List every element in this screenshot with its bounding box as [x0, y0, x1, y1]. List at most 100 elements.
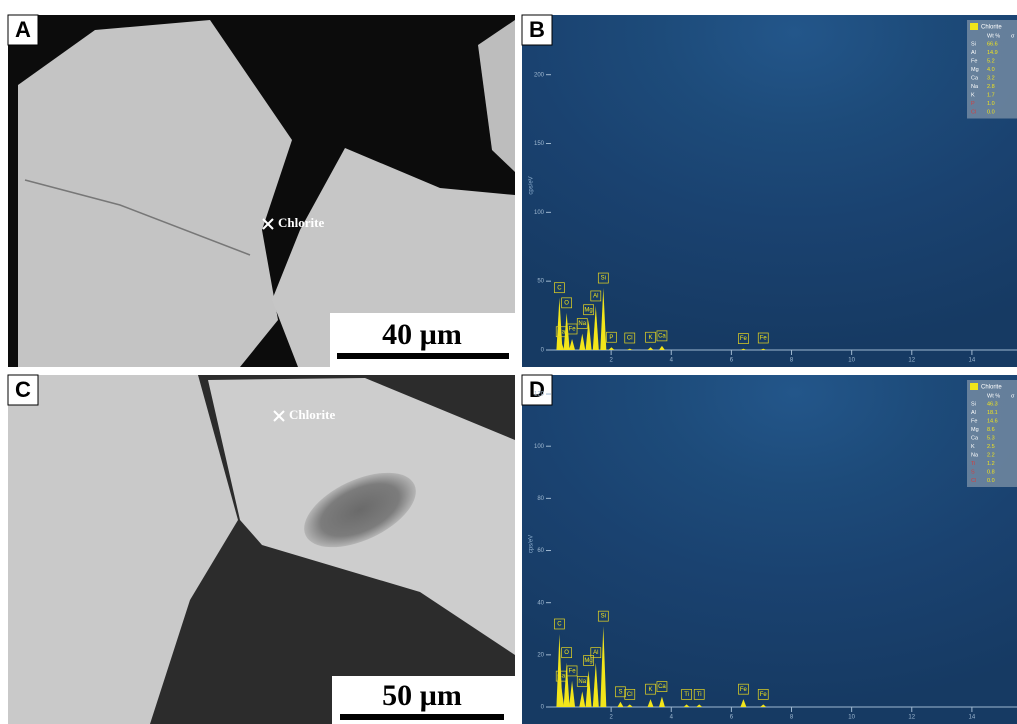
y-tick-label: 150 [534, 141, 545, 147]
peak-label: O [564, 650, 569, 656]
figure: Chlorite Chlorite 40 µm 50 µm ABcps/eV05… [0, 0, 1017, 724]
y-tick-label: 200 [534, 72, 545, 78]
y-tick-label: 100 [534, 210, 545, 216]
x-tick-label: 12 [908, 358, 915, 364]
peak-label: Fe [740, 336, 748, 342]
y-tick-label: 50 [537, 279, 544, 285]
legend-element: Ti [971, 461, 975, 467]
peak-label: Ca [658, 684, 666, 690]
legend-value: 66.6 [987, 41, 998, 47]
peak-label: P [609, 335, 613, 341]
scale-bar [337, 353, 509, 359]
legend-value: 0.8 [987, 469, 995, 475]
legend-element: Al [971, 50, 976, 56]
peak-label: Ca [658, 333, 666, 339]
peak-label: Fe [740, 687, 748, 693]
y-tick-label: 120 [534, 392, 545, 398]
legend-element: Na [971, 452, 979, 458]
legend-value: 2.8 [987, 84, 995, 90]
legend-element: Mg [971, 427, 979, 433]
legend-element: Fe [971, 418, 977, 424]
legend-title: Chlorite [981, 385, 1002, 391]
peak-label: S [618, 689, 622, 695]
legend-value: 2.2 [987, 452, 995, 458]
x-tick-label: 12 [908, 715, 915, 721]
y-axis-label: cps/eV [529, 176, 535, 194]
peak-label: C [557, 285, 562, 291]
legend-value: 0.0 [987, 109, 995, 115]
legend-element: Fe [971, 58, 977, 64]
panel-label: D [529, 377, 545, 402]
legend-element: K [971, 444, 975, 450]
legend-value: 8.6 [987, 427, 995, 433]
peak-label: K [649, 687, 653, 693]
x-tick-label: 14 [969, 715, 976, 721]
legend-element: Ca [971, 75, 979, 81]
peak-label: Fe [569, 327, 577, 333]
annotation-text: Chlorite [289, 407, 335, 422]
peak-label: Ti [684, 692, 689, 698]
legend-value: 14.9 [987, 50, 998, 56]
panel-label: B [529, 17, 545, 42]
peak-label: Mg [584, 307, 592, 313]
y-axis-label: cps/eV [529, 535, 535, 553]
peak-label: Fe [760, 692, 768, 698]
peak-label: Al [593, 294, 598, 300]
peak-label: Ca [557, 674, 565, 680]
legend-element: Si [971, 401, 976, 407]
peak-label: Ti [697, 692, 702, 698]
legend-element: Ca [971, 435, 979, 441]
legend-value: 3.2 [987, 75, 995, 81]
legend-header: Wt % [987, 33, 1000, 39]
legend-element: Si [971, 41, 976, 47]
legend-value: 1.2 [987, 461, 995, 467]
y-tick-label: 80 [537, 496, 544, 502]
legend-element: K [971, 92, 975, 98]
peak-label: Na [578, 679, 586, 685]
y-tick-label: 60 [537, 548, 544, 554]
legend-element: Na [971, 84, 979, 90]
legend-value: 1.0 [987, 101, 995, 107]
panel-label: C [15, 377, 31, 402]
annotation-text: Chlorite [278, 215, 324, 230]
peak-label: Al [593, 650, 598, 656]
peak-label: Mg [584, 658, 592, 664]
legend-element: Cl [971, 478, 976, 484]
legend-swatch [970, 23, 978, 30]
legend-element: Mg [971, 67, 979, 73]
legend-value: 0.0 [987, 478, 995, 484]
y-tick-label: 20 [537, 652, 544, 658]
legend-value: 14.6 [987, 418, 998, 424]
legend-swatch [970, 383, 978, 390]
sem-image-c [8, 375, 515, 724]
legend-value: 4.0 [987, 67, 995, 73]
peak-label: K [649, 335, 653, 341]
scale-text: 40 µm [382, 318, 462, 351]
legend-value: 2.5 [987, 444, 995, 450]
legend-header: Wt % [987, 393, 1000, 399]
legend-value: 1.7 [987, 92, 995, 98]
legend-value: 5.3 [987, 435, 995, 441]
legend-header: σ [1011, 393, 1015, 399]
peak-label: Cl [627, 692, 633, 698]
legend-value: 18.1 [987, 410, 998, 416]
x-tick-label: 14 [969, 358, 976, 364]
y-tick-label: 100 [534, 444, 545, 450]
legend-element: Cl [971, 109, 976, 115]
legend-header: σ [1011, 33, 1015, 39]
peak-label: Si [601, 276, 606, 282]
x-tick-label: 10 [848, 358, 855, 364]
page: Chlorite Chlorite 40 µm 50 µm ABcps/eV05… [0, 0, 1017, 724]
peak-label: Fe [760, 336, 768, 342]
panel-label: A [15, 17, 31, 42]
peak-label: C [557, 622, 562, 628]
scale-text: 50 µm [382, 679, 462, 712]
peak-label: Cl [627, 336, 633, 342]
peak-label: Si [601, 614, 606, 620]
legend-element: S [971, 469, 975, 475]
scale-bar [340, 714, 504, 720]
legend-element: Al [971, 410, 976, 416]
legend-element: P [971, 101, 975, 107]
peak-label: Na [578, 321, 586, 327]
legend-value: 5.2 [987, 58, 995, 64]
